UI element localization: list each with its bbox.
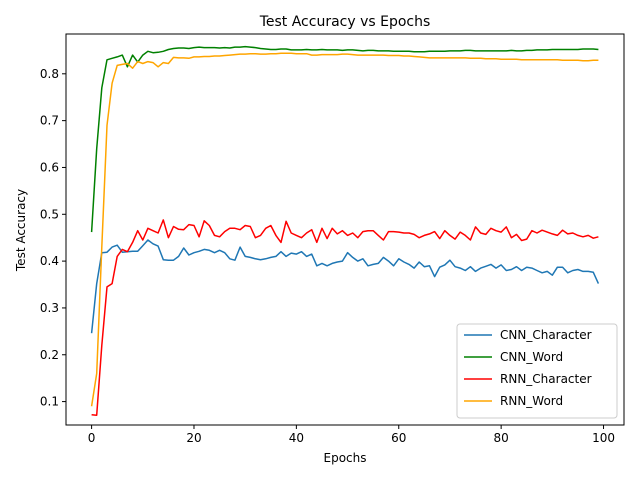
legend-entry-label: RNN_Word xyxy=(500,394,563,408)
series-line-rnn-character xyxy=(91,219,599,416)
series-line-cnn-character xyxy=(90,239,600,334)
y-tick-label: 0.7 xyxy=(40,114,59,128)
legend-box xyxy=(456,323,618,419)
series-line-rnn-word xyxy=(90,52,599,407)
y-axis: 0.1 0.2 0.3 0.4 0.5 0.6 0.7 0.8 xyxy=(40,67,66,409)
y-tick-label: 0.3 xyxy=(40,301,59,315)
y-tick-label: 0.6 xyxy=(40,160,59,174)
x-tick-label: 0 xyxy=(88,431,96,445)
chart-title: Test Accuracy vs Epochs xyxy=(259,14,431,30)
y-tick-label: 0.2 xyxy=(40,348,59,362)
legend-entry-label: CNN_Word xyxy=(500,350,563,364)
x-tick-label: 100 xyxy=(592,431,615,445)
y-tick-label: 0.4 xyxy=(40,254,59,268)
y-axis-label: Test Accuracy xyxy=(14,189,28,272)
y-tick-label: 0.5 xyxy=(40,207,59,221)
x-tick-label: 80 xyxy=(493,431,508,445)
y-tick-label: 0.8 xyxy=(40,67,59,81)
plot-frame xyxy=(65,33,625,426)
x-tick-label: 40 xyxy=(289,431,304,445)
x-axis-label: Epochs xyxy=(324,451,367,465)
y-tick-label: 0.1 xyxy=(40,395,59,409)
x-axis: 0 20 40 60 80 100 xyxy=(88,425,615,445)
legend: CNN_Character CNN_Word RNN_Character RNN_Wo… xyxy=(456,323,618,419)
legend-entry-label: RNN_Character xyxy=(500,372,592,386)
x-tick-label: 60 xyxy=(391,431,406,445)
legend-entry-label: CNN_Character xyxy=(500,328,592,342)
plot-area xyxy=(90,45,600,416)
series-line-cnn-word xyxy=(90,45,599,233)
x-tick-label: 20 xyxy=(186,431,201,445)
